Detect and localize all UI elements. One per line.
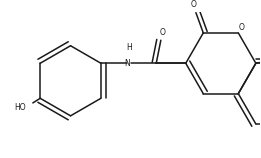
- Text: O: O: [160, 28, 166, 37]
- Text: H: H: [127, 43, 132, 52]
- Text: HO: HO: [15, 103, 26, 112]
- Text: N: N: [124, 59, 130, 68]
- Text: O: O: [239, 23, 245, 32]
- Text: O: O: [191, 0, 197, 9]
